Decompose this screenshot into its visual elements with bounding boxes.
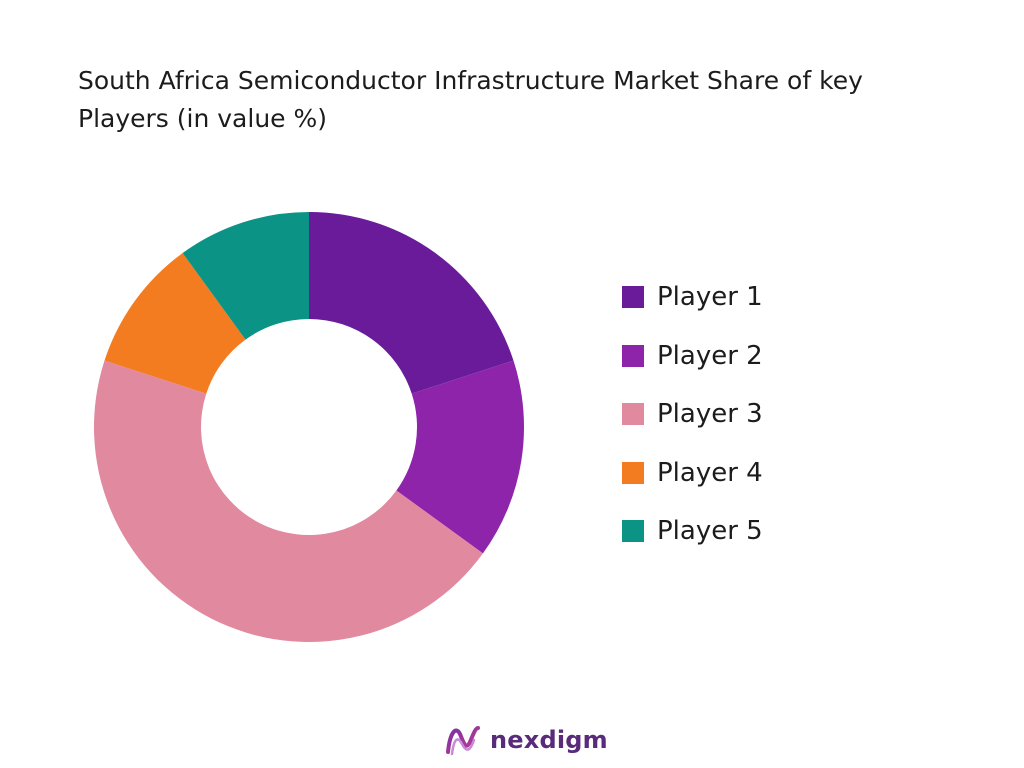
donut-slice-player-2 xyxy=(396,360,524,554)
donut-slice-player-3 xyxy=(93,360,483,643)
legend-label: Player 3 xyxy=(657,399,763,430)
donut-slice-player-5 xyxy=(182,212,309,340)
chart-legend: Player 1 Player 2 Player 3 Player 4 Player 5 xyxy=(622,268,763,561)
brand-name: nexdigm xyxy=(490,726,608,754)
legend-item-player-2: Player 2 xyxy=(622,327,763,386)
legend-swatch xyxy=(622,344,644,367)
legend-label: Player 2 xyxy=(657,340,763,371)
legend-item-player-1: Player 1 xyxy=(622,268,763,327)
chart-title: South Africa Semiconductor Infrastructur… xyxy=(78,66,863,133)
legend-swatch xyxy=(622,461,644,484)
legend-item-player-5: Player 5 xyxy=(622,502,763,561)
donut-slice-player-4 xyxy=(104,253,246,394)
nexdigm-logo-icon xyxy=(446,726,480,756)
legend-label: Player 1 xyxy=(657,282,763,313)
brand: nexdigm xyxy=(444,722,608,758)
legend-swatch xyxy=(622,403,644,426)
legend-label: Player 4 xyxy=(657,457,763,488)
donut-slice-player-1 xyxy=(309,212,514,394)
legend-label: Player 5 xyxy=(657,516,763,547)
legend-swatch xyxy=(622,520,644,543)
legend-swatch xyxy=(622,286,644,309)
legend-item-player-3: Player 3 xyxy=(622,385,763,444)
legend-item-player-4: Player 4 xyxy=(622,444,763,503)
